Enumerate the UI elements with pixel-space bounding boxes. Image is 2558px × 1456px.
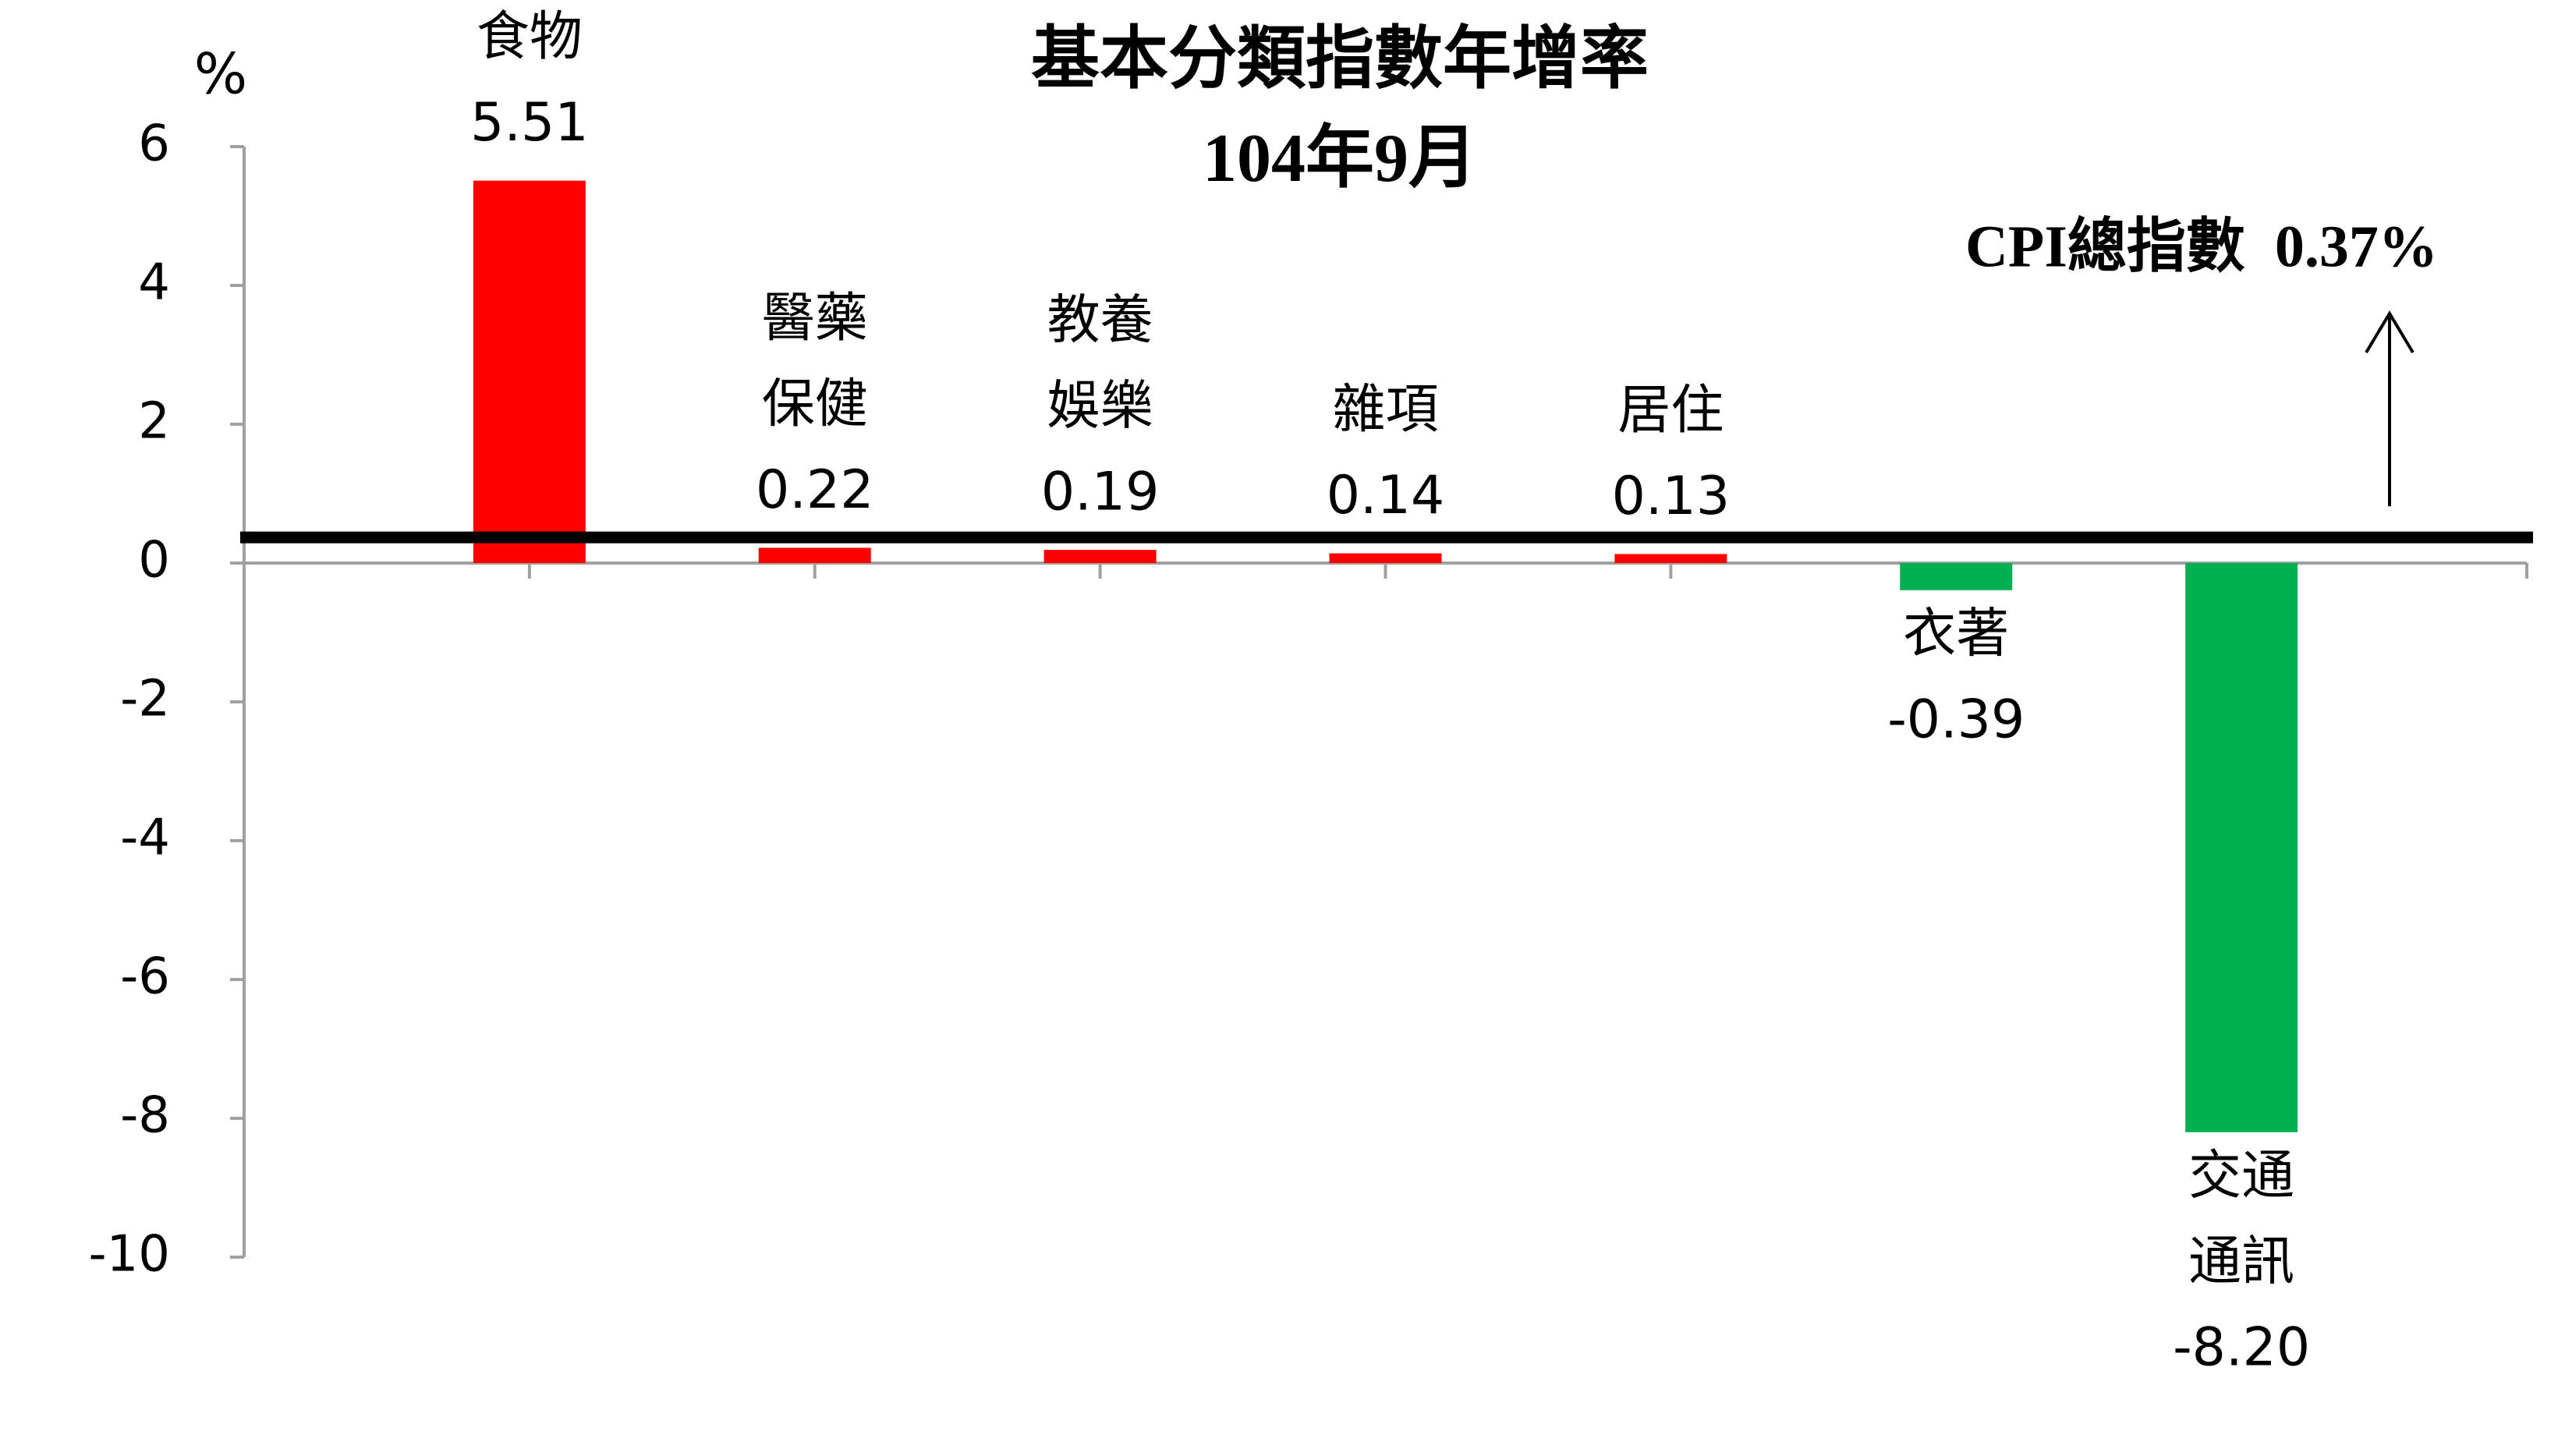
y-tick-label: 2 <box>138 393 170 451</box>
chart-subtitle: 104年9月 <box>1203 121 1477 197</box>
bar <box>1614 554 1727 563</box>
category-label: 醫藥 <box>762 288 868 349</box>
value-label: 0.19 <box>1041 462 1159 523</box>
category-label: 雜項 <box>1332 379 1438 441</box>
y-tick-label: -4 <box>120 809 170 867</box>
y-tick-label: -10 <box>88 1226 170 1284</box>
y-tick-label: -8 <box>120 1087 170 1145</box>
category-label: 交通 <box>2188 1145 2294 1206</box>
bar <box>473 180 586 564</box>
value-label: 0.14 <box>1327 465 1444 526</box>
category-label: 居住 <box>1617 380 1724 441</box>
value-label: 0.22 <box>756 459 873 521</box>
y-tick-label: 0 <box>138 532 170 590</box>
bar <box>1043 550 1157 563</box>
bar <box>758 547 871 563</box>
y-tick-label: 4 <box>138 254 170 312</box>
bar <box>2185 563 2298 1132</box>
category-label: 保健 <box>762 374 868 435</box>
y-tick-label: 6 <box>138 115 170 173</box>
y-tick-label: -2 <box>120 671 170 728</box>
category-label: 食物 <box>477 6 583 68</box>
y-axis-label: % <box>194 41 247 107</box>
category-label: 教養 <box>1047 290 1153 352</box>
value-label: 5.51 <box>470 92 588 154</box>
arrow-head <box>2365 310 2415 354</box>
bar <box>1329 553 1442 563</box>
category-label: 通訊 <box>2188 1231 2294 1292</box>
value-label: 0.13 <box>1612 466 1730 527</box>
reference-label: CPI總指數 0.37% <box>1965 214 2438 279</box>
value-label: -8.20 <box>2173 1316 2310 1378</box>
y-tick-label: -6 <box>120 948 170 1006</box>
bar <box>1900 563 2013 590</box>
category-label: 娛樂 <box>1047 376 1153 438</box>
category-label: 衣著 <box>1903 603 2009 664</box>
value-label: -0.39 <box>1887 689 2025 750</box>
chart-title: 基本分類指數年增率 <box>1031 22 1649 97</box>
